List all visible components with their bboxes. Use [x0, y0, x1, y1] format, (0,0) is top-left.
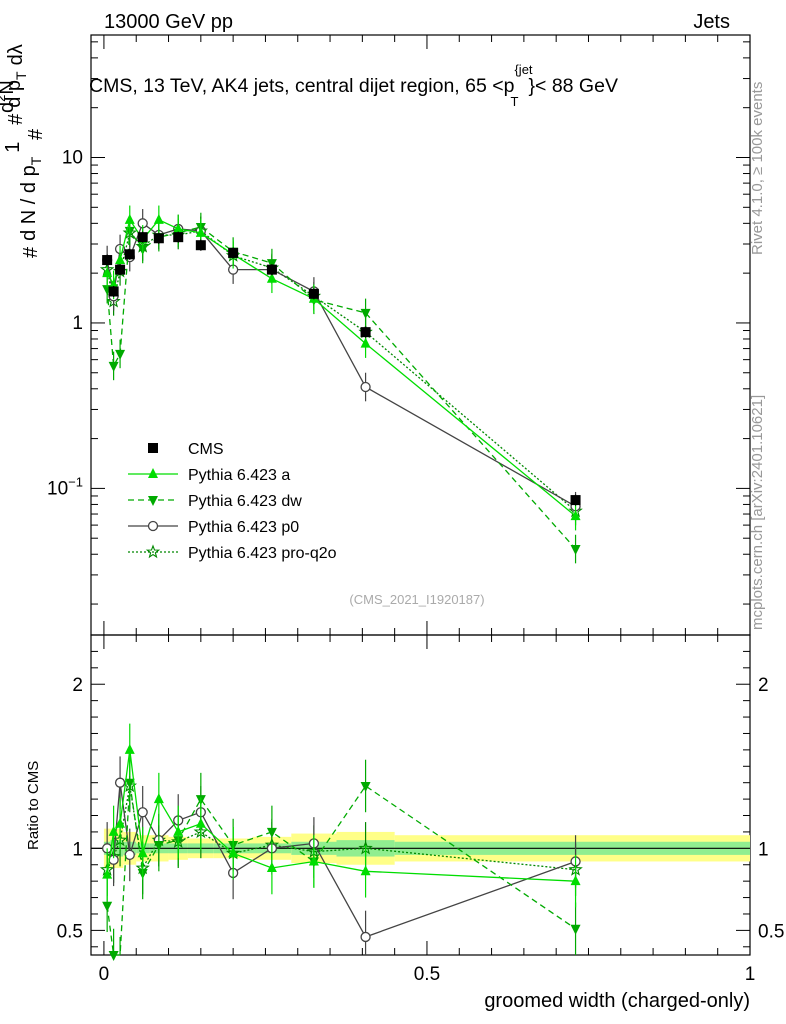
ratio-point-a — [102, 868, 113, 879]
ratio-y-axis-label: Ratio to CMS — [25, 761, 42, 850]
main-point-cms — [228, 247, 239, 258]
ratio-panel-frame — [90, 634, 751, 956]
main-point-cms — [173, 232, 184, 243]
ratio-point-dw — [266, 827, 277, 838]
legend-marker-q2o — [145, 544, 161, 559]
side-mcplots-text: mcplots.cern.ch [arXiv:2401.10621] — [749, 395, 766, 630]
main-point-a — [102, 267, 113, 278]
svg-text:#d N / d pT1: #d N / d pT1 — [2, 142, 44, 258]
ratio-point-a — [124, 743, 135, 754]
ratio-y-tick-label-right: 1 — [758, 839, 769, 860]
legend-marker-cms — [148, 443, 158, 453]
legend-label-cms: CMS — [188, 441, 224, 458]
ratio-point-p0 — [360, 931, 371, 943]
legend: CMS Pythia 6.423 a Pythia 6.423 dw Pythia 6… — [128, 441, 337, 562]
main-point-dw — [570, 545, 581, 556]
legend-label-p0: Pythia 6.423 p0 — [188, 519, 299, 536]
ratio-point-dw — [102, 901, 113, 912]
main-point-a — [360, 337, 371, 348]
x-tick-label: 0 — [99, 964, 110, 985]
plot-title: CMS, 13 TeV, AK4 jets, central dijet reg… — [89, 62, 618, 109]
svg-text:d2N: d2N — [0, 80, 18, 113]
ratio-line-dw — [106, 782, 576, 956]
ratio-point-dw — [570, 924, 581, 935]
main-y-tick-exponent: −1 — [68, 474, 83, 489]
main-point-cms — [266, 264, 277, 275]
ratio-point-a — [308, 855, 319, 866]
x-tick-label: 1 — [745, 964, 756, 985]
ratio-point-a — [115, 817, 126, 828]
svg-text:##d pTdλ: ##d pTdλ — [3, 44, 47, 140]
analysis-id: (CMS_2021_I1920187) — [349, 592, 484, 607]
ratio-y-tick-label: 1 — [72, 839, 83, 860]
ratio-y-tick-label: 0.5 — [57, 921, 83, 942]
main-line-p0 — [106, 222, 576, 507]
ratio-point-p0 — [114, 777, 126, 788]
main-point-dw — [360, 308, 371, 319]
main-point-dw — [108, 361, 119, 372]
ratio-point-a — [228, 847, 239, 858]
legend-marker-p0 — [147, 520, 159, 532]
main-point-cms — [308, 288, 319, 299]
main-point-cms — [124, 249, 135, 260]
main-point-dw — [115, 349, 126, 360]
side-rivet-text: Rivet 4.1.0, ≥ 100k events — [749, 82, 766, 255]
main-point-cms — [115, 264, 126, 275]
main-point-cms — [360, 327, 371, 338]
main-point-a — [266, 272, 277, 283]
header-energy: 13000 GeV pp — [104, 11, 233, 33]
main-point-a — [124, 213, 135, 224]
main-line-a — [106, 218, 577, 517]
ratio-point-dw — [360, 781, 371, 792]
ratio-y-tick-label-right: 2 — [758, 675, 769, 696]
main-point-cms — [102, 255, 113, 266]
legend-marker-dw — [148, 496, 158, 506]
legend-label-a: Pythia 6.423 a — [188, 467, 290, 484]
main-point-cms — [195, 240, 206, 251]
ratio-point-dw — [124, 778, 135, 789]
main-point-a — [108, 278, 119, 289]
ratio-y-tick-label-right: 0.5 — [758, 921, 784, 942]
main-point-p0 — [360, 381, 371, 393]
ratio-point-a — [173, 825, 184, 836]
main-point-a — [195, 226, 206, 237]
ratio-point-dw — [153, 841, 164, 852]
main-point-cms — [137, 232, 148, 243]
main-series-group — [99, 205, 583, 564]
main-point-dw — [266, 259, 277, 270]
main-point-cms — [570, 495, 581, 506]
x-tick-label: 0.5 — [414, 964, 440, 985]
legend-label-dw: Pythia 6.423 dw — [188, 493, 302, 510]
main-y-tick-label: 10−1 — [47, 474, 83, 499]
main-point-cms — [153, 233, 164, 244]
ratio-point-dw — [108, 951, 119, 961]
ratio-point-a — [570, 875, 581, 886]
ratio-point-p0 — [137, 807, 148, 818]
main-point-a — [153, 213, 164, 224]
main-point-a — [115, 254, 126, 265]
main-point-cms — [108, 286, 119, 297]
ratio-point-a — [137, 847, 148, 858]
main-point-a — [570, 510, 581, 521]
ratio-bands — [91, 828, 750, 869]
ratio-point-a — [266, 862, 277, 873]
ratio-point-a — [108, 825, 119, 836]
legend-label-q2o: Pythia 6.423 pro-q2o — [188, 545, 337, 562]
x-axis-label: groomed width (charged-only) — [484, 990, 750, 1012]
ratio-point-p0 — [124, 849, 135, 861]
ratio-y-tick-label: 2 — [72, 675, 83, 696]
main-y-tick-label: 10 — [62, 147, 83, 168]
ratio-point-a — [360, 865, 371, 876]
ratio-point-a — [195, 817, 206, 828]
main-point-a — [173, 222, 184, 233]
main-y-axis-label: #d N / d pT1 ##d pTdλ d2N — [0, 44, 47, 258]
main-line-q2o — [106, 230, 577, 512]
legend-marker-a — [148, 468, 158, 478]
main-line-dw — [106, 226, 577, 550]
ratio-series-group — [99, 723, 583, 961]
header-jets: Jets — [693, 11, 730, 33]
main-y-tick-label: 1 — [72, 313, 83, 334]
ratio-point-a — [153, 793, 164, 804]
